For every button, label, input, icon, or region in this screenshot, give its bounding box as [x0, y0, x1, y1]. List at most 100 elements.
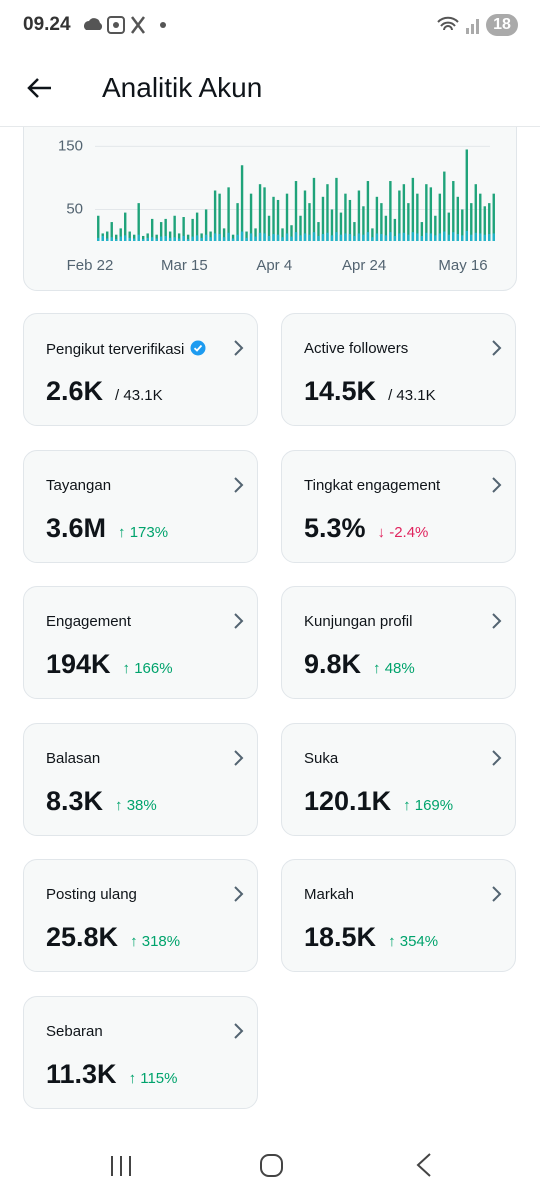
app-header: Analitik Akun — [0, 50, 540, 127]
x-tick-label: May 16 — [438, 257, 487, 274]
bar — [330, 209, 334, 241]
bar — [474, 232, 477, 241]
bar — [452, 181, 455, 241]
metric-value: 25.8K — [46, 922, 119, 952]
metric-card[interactable]: Balasan 8.3K ↑ 38% — [23, 722, 258, 836]
bar — [240, 165, 244, 241]
bar — [411, 232, 415, 241]
bar — [245, 231, 248, 241]
bar — [110, 237, 113, 241]
bar — [348, 199, 352, 241]
bar — [321, 196, 325, 241]
bar — [263, 187, 266, 241]
bar — [218, 193, 221, 241]
metric-card[interactable]: Markah 18.5K ↑ 354% — [281, 859, 516, 972]
metric-change: ↑ 48% — [373, 660, 415, 677]
bar — [218, 234, 221, 241]
metric-card[interactable]: Posting ulang 25.8K ↑ 318% — [23, 859, 258, 972]
bar — [443, 171, 446, 241]
card-title: Tayangan — [46, 476, 112, 494]
card-values: 5.3% ↓ -2.4% — [304, 513, 428, 544]
metric-change: ↑ 38% — [115, 796, 157, 814]
bar — [222, 237, 226, 241]
chevron — [233, 749, 245, 772]
bar — [133, 238, 136, 241]
bar — [470, 234, 473, 241]
bar — [402, 184, 406, 241]
bar — [177, 233, 181, 241]
metric-change: ↑ 115% — [128, 1069, 178, 1087]
metric-value: 8.3K — [46, 785, 104, 816]
metric-value: 194K — [46, 649, 111, 679]
bar — [240, 231, 244, 241]
bar — [366, 232, 370, 241]
bar — [465, 230, 468, 241]
metric-card[interactable]: Active followers 14.5K / 43.1K — [281, 313, 516, 426]
bar — [389, 232, 392, 241]
bar — [231, 238, 235, 241]
bar — [177, 238, 181, 241]
card-values: 25.8K ↑ 318% — [46, 922, 180, 953]
bar — [488, 234, 491, 241]
bar — [272, 196, 275, 241]
card-values: 194K ↑ 166% — [46, 649, 173, 680]
bar — [335, 232, 338, 241]
chart-card — [23, 100, 517, 291]
metric-card[interactable]: Tingkat engagement 5.3% ↓ -2.4% — [281, 449, 516, 563]
bar — [272, 234, 275, 241]
metric-value: 120.1K — [304, 785, 392, 816]
metric-card[interactable]: Engagement 194K ↑ 166% — [23, 586, 258, 699]
bar — [186, 234, 190, 241]
bar — [146, 233, 149, 241]
bar — [456, 196, 459, 241]
bar — [461, 209, 464, 241]
bar — [353, 222, 356, 241]
bar — [191, 236, 194, 241]
bar — [438, 193, 442, 241]
chevron — [233, 339, 245, 362]
bar — [128, 237, 131, 241]
battery: 18 — [486, 14, 518, 36]
bar — [254, 236, 257, 241]
metric-change: ↑ 354% — [388, 933, 439, 950]
bar — [321, 234, 325, 241]
bar — [344, 193, 347, 241]
bar — [155, 234, 158, 241]
bar — [483, 206, 486, 241]
bar — [150, 218, 154, 241]
bar — [312, 177, 316, 241]
back-button[interactable] — [26, 76, 54, 100]
bar — [479, 233, 482, 241]
bar — [294, 232, 298, 241]
metric-card[interactable]: Pengikut terverifikasi 2.6K / 43.1K — [23, 313, 258, 426]
bar — [191, 218, 194, 241]
bar — [492, 233, 495, 241]
card-values: 2.6K / 43.1K — [46, 376, 163, 407]
metric-change: ↓ -2.4% — [377, 523, 429, 541]
bar — [195, 212, 199, 241]
bar — [245, 237, 248, 241]
bar — [133, 234, 136, 241]
bar — [407, 234, 410, 241]
bar — [380, 234, 383, 241]
bar — [308, 203, 311, 241]
card-values: 14.5K / 43.1K — [304, 376, 436, 407]
bar — [416, 233, 419, 241]
metric-card[interactable]: Sebaran 11.3K ↑ 115% — [23, 995, 258, 1109]
metric-card[interactable]: Tayangan 3.6M ↑ 173% — [23, 449, 258, 563]
metric-change: ↑ 173% — [118, 523, 169, 541]
bar — [155, 238, 158, 241]
bar — [222, 228, 226, 241]
bar — [263, 233, 266, 241]
bar — [213, 190, 217, 241]
metric-card[interactable]: Suka 120.1K ↑ 169% — [281, 722, 516, 836]
card-title: Balasan — [46, 749, 101, 767]
bar — [204, 234, 208, 241]
bar — [384, 235, 388, 241]
bar — [452, 232, 455, 241]
chevron — [491, 339, 503, 362]
card-title: Markah — [304, 886, 355, 903]
bar — [119, 236, 122, 241]
metric-card[interactable]: Kunjungan profil 9.8K ↑ 48% — [281, 586, 516, 699]
bar — [115, 234, 118, 241]
